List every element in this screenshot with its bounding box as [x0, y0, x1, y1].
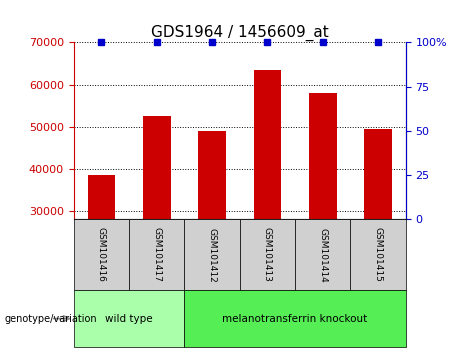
Text: GSM101415: GSM101415: [373, 227, 383, 282]
Text: GSM101412: GSM101412: [207, 228, 217, 282]
Text: GSM101416: GSM101416: [97, 227, 106, 282]
Bar: [88, 175, 115, 219]
Text: GSM101413: GSM101413: [263, 227, 272, 282]
Bar: [198, 131, 226, 219]
Title: GDS1964 / 1456609_at: GDS1964 / 1456609_at: [151, 25, 329, 41]
Bar: [309, 93, 337, 219]
Text: GSM101417: GSM101417: [152, 227, 161, 282]
Text: wild type: wild type: [105, 314, 153, 324]
Bar: [143, 116, 171, 219]
Text: genotype/variation: genotype/variation: [5, 314, 97, 324]
Text: GSM101414: GSM101414: [318, 228, 327, 282]
Text: melanotransferrin knockout: melanotransferrin knockout: [222, 314, 368, 324]
Bar: [254, 70, 281, 219]
Bar: [364, 129, 392, 219]
